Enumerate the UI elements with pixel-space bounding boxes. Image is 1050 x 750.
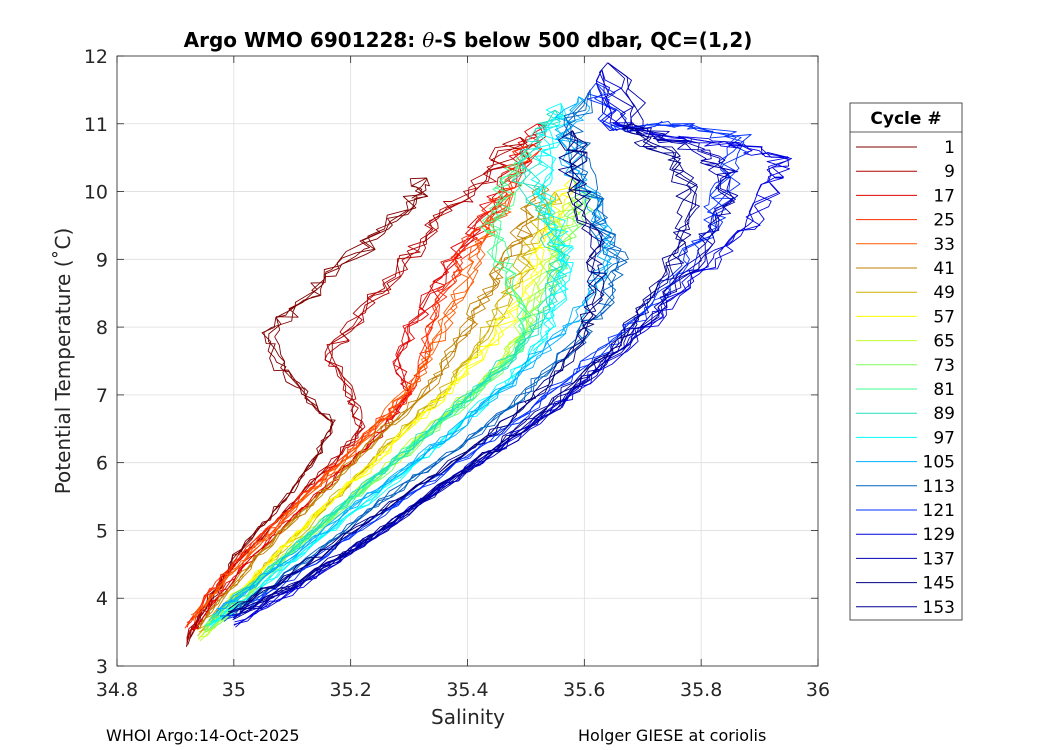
series-33 — [191, 191, 515, 623]
legend-label: 145 — [923, 574, 955, 594]
series-line — [194, 191, 515, 623]
x-tick-label: 35.8 — [680, 679, 722, 701]
x-tick-label: 35.4 — [446, 679, 488, 701]
series-line — [232, 62, 736, 621]
series-57 — [204, 177, 582, 630]
legend-label: 153 — [923, 598, 955, 618]
series-line — [216, 96, 615, 610]
x-tick-label: 35.2 — [330, 679, 372, 701]
footer-left: WHOI Argo:14-Oct-2025 — [106, 726, 300, 745]
series-145 — [227, 130, 607, 616]
legend-title: Cycle # — [870, 109, 941, 129]
legend-label: 121 — [923, 501, 955, 521]
legend-label: 65 — [933, 332, 955, 352]
footer-right: Holger GIESE at coriolis — [578, 726, 767, 745]
series-line — [227, 130, 605, 615]
legend-label: 129 — [923, 525, 955, 545]
series-89 — [208, 109, 571, 623]
legend-label: 1 — [944, 138, 955, 158]
y-tick-label: 9 — [96, 249, 108, 271]
series-line — [239, 123, 700, 611]
series-line — [210, 109, 568, 619]
legend-label: 137 — [923, 549, 955, 569]
legend-label: 41 — [933, 259, 955, 279]
y-tick-label: 8 — [96, 317, 108, 339]
legend-label: 97 — [933, 428, 955, 448]
series-line — [186, 143, 532, 624]
legend-label: 25 — [933, 211, 955, 231]
series-line — [239, 123, 692, 611]
y-tick-label: 7 — [96, 385, 108, 407]
legend-label: 105 — [923, 453, 955, 473]
legend-label: 73 — [933, 356, 955, 376]
x-tick-label: 34.8 — [96, 679, 138, 701]
y-tick-label: 12 — [84, 46, 108, 68]
series-line — [219, 89, 622, 617]
series-line — [210, 109, 566, 623]
legend-label: 49 — [933, 283, 955, 303]
legend-label: 113 — [923, 477, 955, 497]
x-axis-label: Salinity — [431, 705, 505, 729]
legend-label: 33 — [933, 235, 955, 255]
y-tick-label: 10 — [84, 182, 108, 204]
series-line — [229, 82, 742, 617]
series-line — [233, 62, 734, 619]
legend-label: 57 — [933, 307, 955, 327]
series-line — [227, 130, 603, 616]
series-line — [206, 177, 578, 630]
series-line — [186, 143, 532, 628]
legend: Cycle # 1 9 17 25 33 41 49 57 65 73 81 89 97 105 113 12… — [849, 102, 963, 621]
legend-label: 81 — [933, 380, 955, 400]
chart-title: Argo WMO 6901228: θ-S below 500 dbar, QC… — [184, 28, 753, 52]
series-line — [205, 177, 575, 626]
series-153 — [239, 123, 700, 614]
chart-title-theta: θ — [422, 28, 434, 52]
y-tick-label: 11 — [84, 114, 108, 136]
x-tick-label: 36 — [806, 679, 830, 701]
legend-label: 89 — [933, 404, 955, 424]
series-line — [197, 184, 550, 627]
y-tick-label: 6 — [96, 453, 108, 475]
legend-label: 9 — [944, 162, 955, 182]
legend-label: 17 — [933, 186, 955, 206]
y-tick-label: 4 — [96, 588, 108, 610]
series-line — [226, 82, 752, 616]
series-line — [205, 150, 527, 628]
y-tick-label: 3 — [96, 656, 108, 678]
x-tick-label: 35 — [222, 679, 246, 701]
series-line — [211, 109, 571, 616]
ticks: 34.8 35 35.2 35.4 35.6 35.8 36 3 4 5 6 7 8 9 10 11 12 — [84, 46, 830, 701]
series-line — [191, 191, 515, 616]
chart-title-prefix: Argo WMO 6901228: — [184, 28, 423, 52]
series-line — [205, 177, 578, 626]
y-tick-label: 5 — [96, 520, 108, 542]
chart-title-suffix: -S below 500 dbar, QC=(1,2) — [434, 28, 752, 52]
series-layer — [184, 62, 792, 647]
x-tick-label: 35.6 — [563, 679, 605, 701]
y-axis-label: Potential Temperature (˚C) — [51, 228, 75, 495]
